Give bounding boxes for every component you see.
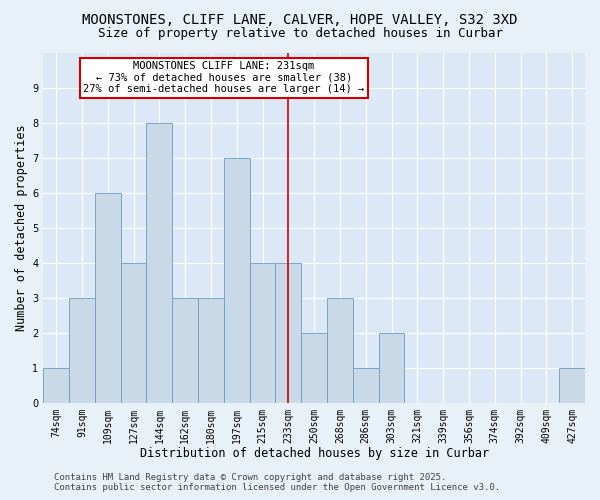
Bar xyxy=(301,332,327,402)
Bar xyxy=(559,368,585,402)
Bar xyxy=(327,298,353,403)
Bar xyxy=(379,332,404,402)
Bar xyxy=(198,298,224,403)
Bar xyxy=(172,298,198,403)
Y-axis label: Number of detached properties: Number of detached properties xyxy=(15,124,28,331)
Text: MOONSTONES CLIFF LANE: 231sqm
← 73% of detached houses are smaller (38)
27% of s: MOONSTONES CLIFF LANE: 231sqm ← 73% of d… xyxy=(83,62,364,94)
Bar xyxy=(69,298,95,403)
Bar xyxy=(121,262,146,402)
Text: Contains HM Land Registry data © Crown copyright and database right 2025.
Contai: Contains HM Land Registry data © Crown c… xyxy=(54,473,500,492)
Bar xyxy=(146,122,172,402)
Bar xyxy=(275,262,301,402)
Bar xyxy=(95,192,121,402)
Text: MOONSTONES, CLIFF LANE, CALVER, HOPE VALLEY, S32 3XD: MOONSTONES, CLIFF LANE, CALVER, HOPE VAL… xyxy=(82,12,518,26)
Text: Size of property relative to detached houses in Curbar: Size of property relative to detached ho… xyxy=(97,28,503,40)
Bar xyxy=(43,368,69,402)
X-axis label: Distribution of detached houses by size in Curbar: Distribution of detached houses by size … xyxy=(140,447,489,460)
Bar xyxy=(224,158,250,402)
Bar xyxy=(250,262,275,402)
Bar xyxy=(353,368,379,402)
